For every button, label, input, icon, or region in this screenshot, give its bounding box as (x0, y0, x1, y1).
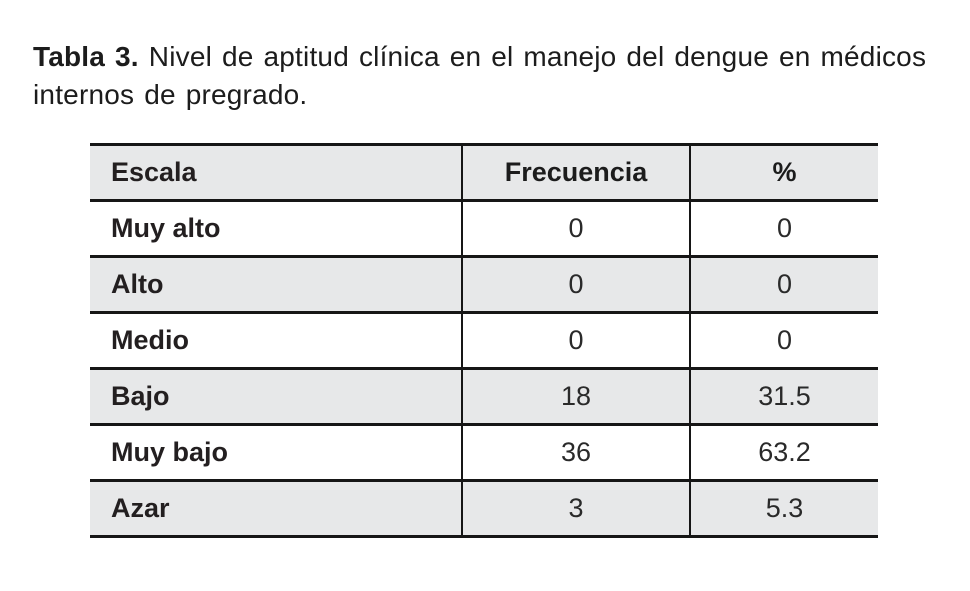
cell-escala: Bajo (111, 381, 170, 411)
cell-percent: 63.2 (758, 437, 811, 467)
cell-frecuencia: 36 (461, 424, 691, 481)
cell-percent: 5.3 (765, 493, 804, 523)
cell-escala: Azar (111, 493, 170, 523)
data-table: Escala Frecuencia % Muy alto 0 0 Alto 0 … (90, 143, 878, 538)
table-row: Muy alto 0 0 (90, 200, 878, 257)
cell-percent: 31.5 (758, 381, 811, 411)
cell-percent: 0 (776, 325, 793, 355)
column-header-percent: % (772, 157, 797, 187)
cell-frecuencia: 0 (461, 312, 691, 369)
cell-frecuencia: 18 (461, 368, 691, 425)
cell-percent: 0 (776, 269, 793, 299)
cell-percent: 0 (776, 213, 793, 243)
cell-frecuencia: 3 (461, 480, 691, 537)
cell-escala: Medio (111, 325, 189, 355)
table-row: Muy bajo 36 63.2 (90, 424, 878, 481)
table-row: Medio 0 0 (90, 312, 878, 369)
column-header-frecuencia: Frecuencia (461, 144, 691, 201)
cell-escala: Alto (111, 269, 164, 299)
column-header-escala: Escala (111, 157, 197, 187)
table-row: Alto 0 0 (90, 256, 878, 313)
table-row: Bajo 18 31.5 (90, 368, 878, 425)
cell-frecuencia: 0 (461, 200, 691, 257)
table-row: Azar 3 5.3 (90, 480, 878, 537)
cell-escala: Muy alto (111, 213, 221, 243)
cell-frecuencia: 0 (461, 256, 691, 313)
table-caption-label: Tabla 3. (33, 41, 139, 72)
table-caption: Tabla 3. Nivel de aptitud clínica en el … (33, 38, 938, 114)
cell-escala: Muy bajo (111, 437, 229, 467)
header-row: Escala Frecuencia % (90, 144, 878, 201)
table-caption-text: Nivel de aptitud clínica en el manejo de… (33, 41, 927, 110)
